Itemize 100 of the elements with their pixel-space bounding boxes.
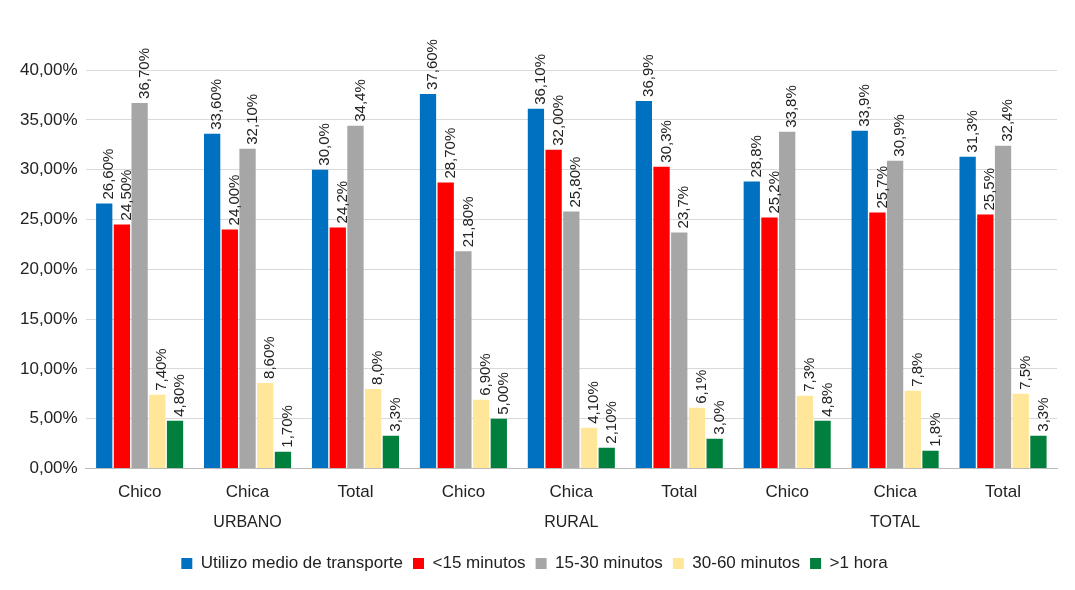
data-label: 36,70% bbox=[134, 48, 152, 99]
x-tick-label: Chica bbox=[873, 482, 918, 502]
bar bbox=[527, 108, 545, 469]
data-label: 3,0% bbox=[709, 400, 727, 435]
data-label: 25,2% bbox=[764, 170, 782, 214]
data-label: 5,00% bbox=[493, 372, 511, 415]
bar bbox=[635, 100, 652, 469]
bar bbox=[113, 224, 131, 469]
bar bbox=[131, 102, 148, 469]
data-label: 21,80% bbox=[458, 196, 476, 248]
y-tick-label: 15,00% bbox=[19, 308, 78, 328]
text: URBANO bbox=[213, 513, 282, 531]
data-label: 28,70% bbox=[440, 127, 458, 179]
bar bbox=[869, 212, 886, 469]
bar bbox=[688, 407, 706, 469]
y-tick-label: 30,00% bbox=[19, 159, 78, 179]
data-label: 32,00% bbox=[548, 94, 566, 146]
bar bbox=[977, 214, 994, 469]
bar bbox=[904, 390, 921, 469]
data-label: 36,10% bbox=[531, 53, 549, 105]
y-tick-label: 25,00% bbox=[19, 209, 78, 229]
data-label: 30,3% bbox=[656, 120, 674, 163]
bar bbox=[149, 394, 166, 469]
bar bbox=[347, 125, 364, 469]
bar bbox=[994, 145, 1012, 469]
bar bbox=[490, 418, 507, 469]
y-tick-label: 5,00% bbox=[29, 408, 78, 428]
x-tick-label: Total bbox=[985, 482, 1021, 502]
data-label: 7,40% bbox=[152, 348, 170, 391]
bar bbox=[239, 148, 256, 469]
legend-label: Utilizo medio de transporte bbox=[200, 553, 404, 573]
bar bbox=[365, 388, 382, 469]
x-tick-label: Chico bbox=[441, 482, 486, 502]
bar bbox=[1030, 435, 1047, 469]
bar bbox=[382, 435, 400, 469]
data-label: 4,10% bbox=[584, 381, 602, 424]
bar bbox=[761, 217, 778, 469]
bar bbox=[437, 182, 454, 469]
bar bbox=[221, 229, 238, 469]
data-label: 33,8% bbox=[782, 85, 800, 128]
data-label: 7,5% bbox=[1015, 355, 1033, 390]
bar bbox=[851, 130, 868, 469]
bar bbox=[706, 438, 723, 469]
x-tick-label: Chica bbox=[225, 482, 270, 502]
data-label: 24,50% bbox=[117, 169, 135, 221]
y-tick-label: 40,00% bbox=[19, 59, 78, 79]
bar bbox=[922, 450, 939, 469]
legend-label: 30-60 minutos bbox=[692, 553, 801, 573]
bar bbox=[779, 131, 796, 469]
data-label: 8,0% bbox=[368, 350, 386, 385]
data-label: 7,3% bbox=[800, 357, 818, 392]
data-label: 33,9% bbox=[854, 84, 872, 127]
data-label: 6,90% bbox=[476, 353, 494, 396]
data-label: 6,1% bbox=[692, 369, 710, 404]
data-label: 36,9% bbox=[639, 54, 656, 97]
data-label: 3,3% bbox=[1033, 397, 1051, 432]
bar bbox=[796, 395, 814, 469]
data-label: 30,9% bbox=[890, 114, 908, 157]
x-tick-label: Chico bbox=[117, 482, 162, 502]
data-label: 33,60% bbox=[207, 78, 225, 130]
bar bbox=[959, 156, 976, 469]
data-label: 24,00% bbox=[224, 174, 242, 226]
bar bbox=[166, 420, 184, 469]
data-label: 26,60% bbox=[99, 148, 117, 200]
data-label: 2,10% bbox=[601, 401, 619, 444]
text: RURAL bbox=[544, 513, 599, 531]
legend-label: 15-30 minutos bbox=[555, 553, 663, 573]
data-label: 32,4% bbox=[998, 99, 1016, 142]
y-tick-label: 20,00% bbox=[19, 258, 78, 278]
data-label: 1,8% bbox=[925, 412, 943, 447]
text: TOTAL bbox=[870, 513, 921, 531]
data-label: 25,80% bbox=[566, 156, 584, 208]
data-label: 1,70% bbox=[278, 405, 296, 448]
bar bbox=[545, 149, 562, 469]
bar bbox=[671, 232, 688, 469]
x-tick-label: Total bbox=[337, 482, 374, 502]
bar bbox=[653, 166, 670, 469]
bar bbox=[1012, 393, 1029, 469]
bar bbox=[598, 447, 615, 469]
bar bbox=[419, 93, 437, 469]
bar bbox=[563, 211, 580, 469]
bar bbox=[455, 251, 472, 469]
bar bbox=[472, 399, 490, 469]
data-label: 30,0% bbox=[315, 123, 333, 166]
y-tick-label: 35,00% bbox=[19, 109, 78, 129]
legend-label: >1 hora bbox=[829, 553, 889, 573]
bar bbox=[274, 451, 292, 469]
x-tick-label: Total bbox=[661, 482, 698, 502]
data-label: 23,7% bbox=[674, 185, 692, 229]
y-tick-label: 0,00% bbox=[29, 458, 78, 478]
bar bbox=[96, 203, 113, 469]
bar bbox=[204, 133, 221, 469]
bar bbox=[580, 427, 598, 469]
data-label: 4,80% bbox=[170, 374, 188, 417]
bar bbox=[257, 382, 274, 469]
bar bbox=[311, 169, 329, 469]
legend-label: <15 minutos bbox=[432, 553, 526, 573]
data-label: 3,3% bbox=[386, 397, 404, 432]
bar bbox=[329, 227, 346, 469]
data-label: 32,10% bbox=[242, 93, 260, 145]
